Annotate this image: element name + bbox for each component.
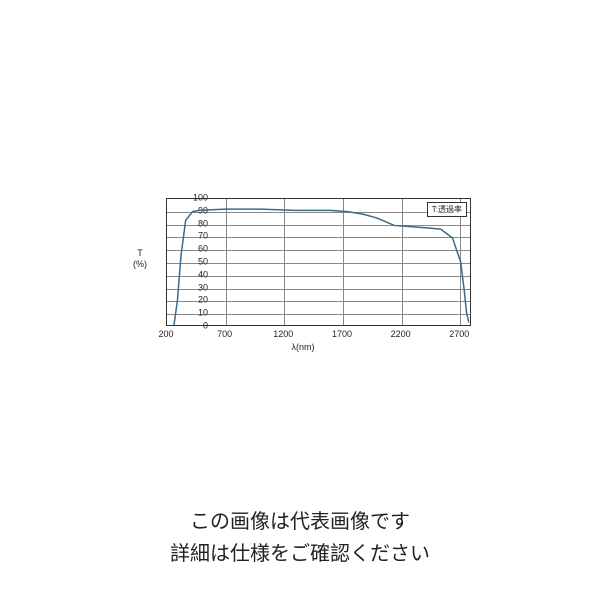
data-line: [167, 199, 470, 325]
x-axis-label: λ(nm): [128, 342, 478, 352]
legend: T:透過率: [427, 202, 467, 217]
x-tick-label: 1700: [327, 330, 357, 339]
caption-text: この画像は代表画像です 詳細は仕様をご確認ください: [0, 506, 600, 570]
transmittance-chart: T (%) T:透過率 0102030405060708090100 20070…: [128, 190, 478, 350]
x-tick-label: 2200: [386, 330, 416, 339]
x-tick-label: 200: [151, 330, 181, 339]
x-tick-label: 700: [210, 330, 240, 339]
x-tick-label: 1200: [268, 330, 298, 339]
y-axis-label: T (%): [128, 248, 152, 270]
x-tick-label: 2700: [444, 330, 474, 339]
plot-area: T:透過率: [166, 198, 471, 326]
